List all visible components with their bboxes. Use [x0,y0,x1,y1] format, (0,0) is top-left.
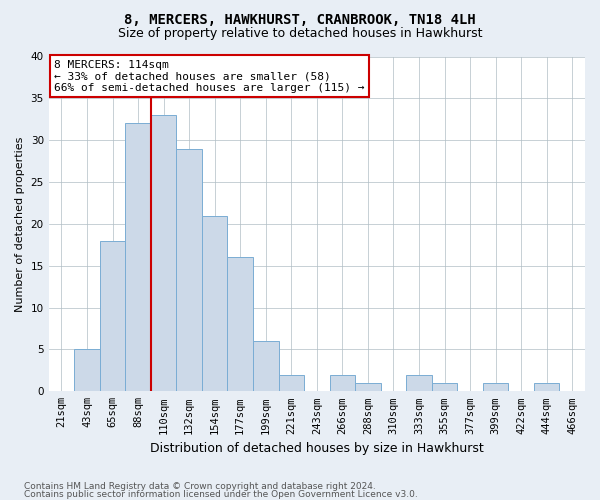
Bar [278,374,304,392]
Bar [176,148,202,392]
Bar [74,350,100,392]
Text: Size of property relative to detached houses in Hawkhurst: Size of property relative to detached ho… [118,28,482,40]
Bar [151,115,176,392]
Bar [227,258,253,392]
Bar [125,124,151,392]
Bar [329,374,355,392]
Y-axis label: Number of detached properties: Number of detached properties [15,136,25,312]
Text: Contains HM Land Registry data © Crown copyright and database right 2024.: Contains HM Land Registry data © Crown c… [24,482,376,491]
Bar [253,341,278,392]
Bar [483,383,508,392]
Bar [432,383,457,392]
Bar [202,216,227,392]
Bar [100,240,125,392]
Bar [355,383,380,392]
Bar [534,383,559,392]
Text: 8 MERCERS: 114sqm
← 33% of detached houses are smaller (58)
66% of semi-detached: 8 MERCERS: 114sqm ← 33% of detached hous… [54,60,365,93]
Text: Contains public sector information licensed under the Open Government Licence v3: Contains public sector information licen… [24,490,418,499]
Bar [406,374,432,392]
Text: 8, MERCERS, HAWKHURST, CRANBROOK, TN18 4LH: 8, MERCERS, HAWKHURST, CRANBROOK, TN18 4… [124,12,476,26]
X-axis label: Distribution of detached houses by size in Hawkhurst: Distribution of detached houses by size … [150,442,484,455]
